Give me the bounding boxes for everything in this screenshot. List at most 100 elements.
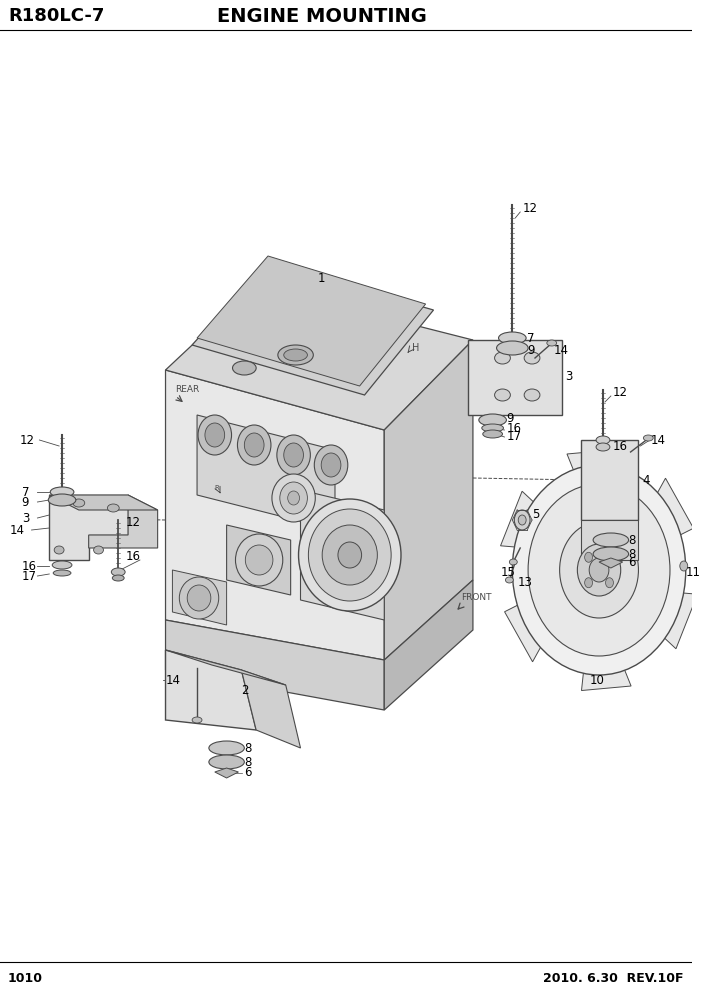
Ellipse shape xyxy=(280,482,307,514)
Ellipse shape xyxy=(232,361,256,375)
Text: 14: 14 xyxy=(554,343,569,356)
Ellipse shape xyxy=(205,423,225,447)
Ellipse shape xyxy=(322,453,341,477)
Text: 8: 8 xyxy=(244,756,252,769)
Text: 8: 8 xyxy=(244,741,252,755)
Text: 6: 6 xyxy=(244,767,252,780)
Ellipse shape xyxy=(495,352,510,364)
Ellipse shape xyxy=(596,443,610,451)
Ellipse shape xyxy=(179,577,219,619)
Ellipse shape xyxy=(322,525,378,585)
Text: 9: 9 xyxy=(22,495,29,509)
Polygon shape xyxy=(49,495,158,510)
Text: 12: 12 xyxy=(613,387,628,400)
Polygon shape xyxy=(197,415,335,530)
Ellipse shape xyxy=(314,445,347,485)
Polygon shape xyxy=(166,650,286,685)
Ellipse shape xyxy=(515,510,530,530)
Ellipse shape xyxy=(577,544,621,596)
Ellipse shape xyxy=(284,349,307,361)
Ellipse shape xyxy=(278,345,313,365)
Text: ENGINE MOUNTING: ENGINE MOUNTING xyxy=(217,7,427,26)
Text: 5: 5 xyxy=(532,508,539,521)
Ellipse shape xyxy=(338,542,362,568)
Ellipse shape xyxy=(524,352,540,364)
Polygon shape xyxy=(581,440,638,520)
Text: 9: 9 xyxy=(527,343,535,356)
Ellipse shape xyxy=(680,561,688,571)
Polygon shape xyxy=(567,449,616,514)
Polygon shape xyxy=(300,490,384,620)
Ellipse shape xyxy=(606,553,614,562)
Ellipse shape xyxy=(187,585,211,611)
Polygon shape xyxy=(166,620,384,710)
Ellipse shape xyxy=(606,577,614,587)
Polygon shape xyxy=(166,370,384,660)
Ellipse shape xyxy=(53,570,71,576)
Ellipse shape xyxy=(524,389,540,401)
Text: 11: 11 xyxy=(686,565,701,578)
Text: 7: 7 xyxy=(22,485,29,499)
Polygon shape xyxy=(215,768,239,778)
Ellipse shape xyxy=(192,717,202,723)
Ellipse shape xyxy=(209,741,244,755)
Text: 7: 7 xyxy=(527,331,535,344)
Ellipse shape xyxy=(505,577,513,583)
Ellipse shape xyxy=(518,515,526,525)
Polygon shape xyxy=(501,491,564,551)
Ellipse shape xyxy=(245,545,273,575)
Ellipse shape xyxy=(559,522,638,618)
Polygon shape xyxy=(88,495,158,548)
Text: 1010: 1010 xyxy=(8,971,43,984)
Text: 14: 14 xyxy=(10,524,25,537)
Text: 3: 3 xyxy=(22,512,29,525)
Ellipse shape xyxy=(277,435,310,475)
Ellipse shape xyxy=(51,487,74,497)
Ellipse shape xyxy=(308,509,391,601)
Ellipse shape xyxy=(596,436,610,444)
Text: 8: 8 xyxy=(628,549,636,561)
Ellipse shape xyxy=(528,484,670,656)
Text: 8: 8 xyxy=(628,534,636,547)
Text: 13: 13 xyxy=(517,575,532,588)
Ellipse shape xyxy=(237,425,271,465)
Ellipse shape xyxy=(512,465,686,675)
Polygon shape xyxy=(241,670,300,748)
Polygon shape xyxy=(49,495,128,560)
Ellipse shape xyxy=(284,443,303,467)
Polygon shape xyxy=(505,587,563,662)
Ellipse shape xyxy=(482,424,503,432)
Ellipse shape xyxy=(93,546,103,554)
Ellipse shape xyxy=(288,491,300,505)
Text: 1: 1 xyxy=(317,272,325,285)
Text: 4: 4 xyxy=(642,473,650,486)
Ellipse shape xyxy=(298,499,401,611)
Ellipse shape xyxy=(235,534,283,586)
Text: 16: 16 xyxy=(22,559,37,572)
Text: 14: 14 xyxy=(166,674,180,686)
Polygon shape xyxy=(166,285,473,430)
Polygon shape xyxy=(227,525,291,595)
Text: 14: 14 xyxy=(650,434,665,446)
Polygon shape xyxy=(599,558,623,568)
Ellipse shape xyxy=(585,577,592,587)
Polygon shape xyxy=(173,570,227,625)
Polygon shape xyxy=(192,262,434,395)
Text: 12: 12 xyxy=(20,434,34,446)
Text: 16: 16 xyxy=(506,423,522,435)
Ellipse shape xyxy=(483,430,503,438)
Polygon shape xyxy=(197,256,425,386)
Text: 12: 12 xyxy=(522,201,537,214)
Ellipse shape xyxy=(593,547,628,561)
Ellipse shape xyxy=(547,340,557,346)
Ellipse shape xyxy=(510,559,517,565)
Text: 16: 16 xyxy=(126,550,141,562)
Polygon shape xyxy=(581,520,638,560)
Ellipse shape xyxy=(585,553,592,562)
Text: 9: 9 xyxy=(506,412,514,425)
Text: H: H xyxy=(412,343,419,353)
Ellipse shape xyxy=(48,494,76,506)
Text: R: R xyxy=(215,485,220,491)
Text: 17: 17 xyxy=(22,569,37,582)
Ellipse shape xyxy=(209,755,244,769)
